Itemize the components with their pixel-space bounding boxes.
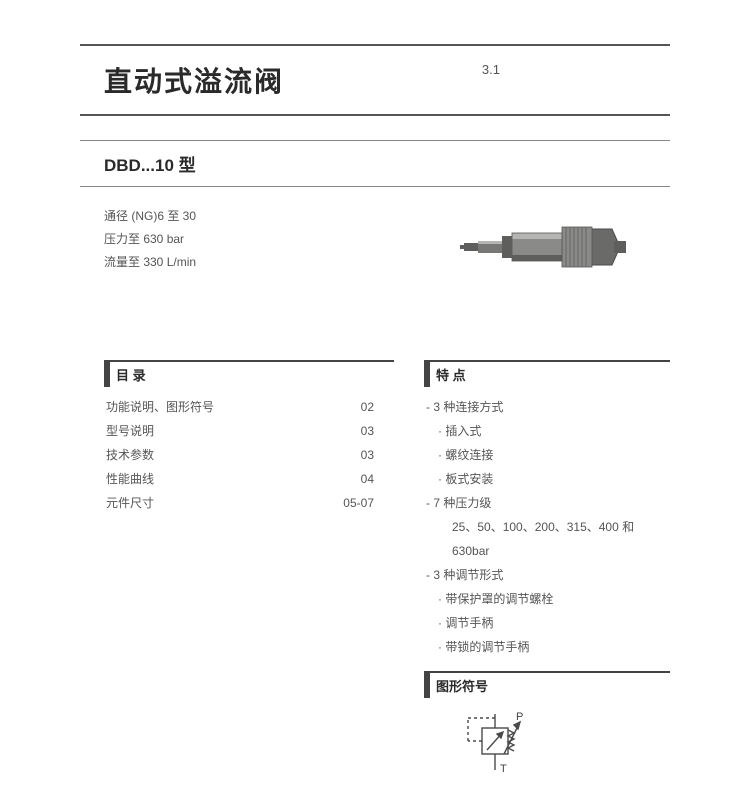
- feature-line: 25、50、100、200、315、400 和 630bar: [424, 515, 670, 563]
- features-header: 特 点: [424, 360, 670, 387]
- features-column: 特 点 - 3 种连接方式 · 插入式 · 螺纹连接 · 板式安装 - 7 种压…: [424, 360, 670, 791]
- specs-list: 通径 (NG)6 至 30 压力至 630 bar 流量至 330 L/min: [104, 205, 454, 273]
- toc-header: 目 录: [104, 360, 394, 387]
- symbol-header: 图形符号: [424, 671, 670, 698]
- product-image: [454, 205, 629, 290]
- toc-row: 技术参数 03: [104, 443, 394, 467]
- spec-line: 通径 (NG)6 至 30: [104, 205, 454, 228]
- symbol-label-t: T: [500, 763, 507, 775]
- feature-line: · 带保护罩的调节螺栓: [424, 587, 670, 611]
- page-number: 3.1: [482, 62, 500, 77]
- spec-line: 压力至 630 bar: [104, 228, 454, 251]
- model-bar: DBD...10 型: [80, 140, 670, 187]
- feature-line: - 3 种调节形式: [424, 563, 670, 587]
- feature-line: · 螺纹连接: [424, 443, 670, 467]
- hydraulic-symbol: P T: [454, 706, 670, 791]
- feature-line: · 插入式: [424, 419, 670, 443]
- feature-line: · 板式安装: [424, 467, 670, 491]
- toc-label: 性能曲线: [106, 467, 154, 491]
- toc-row: 性能曲线 04: [104, 467, 394, 491]
- lower-columns: 目 录 功能说明、图形符号 02 型号说明 03 技术参数 03 性能曲线 04…: [104, 360, 670, 791]
- specs-row: 通径 (NG)6 至 30 压力至 630 bar 流量至 330 L/min: [104, 205, 750, 290]
- feature-line: - 3 种连接方式: [424, 395, 670, 419]
- toc-label: 型号说明: [106, 419, 154, 443]
- toc-page: 03: [361, 443, 374, 467]
- feature-line: - 7 种压力级: [424, 491, 670, 515]
- toc-row: 功能说明、图形符号 02: [104, 395, 394, 419]
- toc-label: 技术参数: [106, 443, 154, 467]
- toc-row: 元件尺寸 05-07: [104, 491, 394, 515]
- toc-label: 功能说明、图形符号: [106, 395, 214, 419]
- model-code: DBD...10 型: [104, 151, 646, 176]
- toc-page: 03: [361, 419, 374, 443]
- title-bar: 直动式溢流阀: [80, 44, 670, 116]
- toc-page: 04: [361, 467, 374, 491]
- page-title: 直动式溢流阀: [104, 60, 646, 100]
- feature-line: · 调节手柄: [424, 611, 670, 635]
- spec-line: 流量至 330 L/min: [104, 251, 454, 274]
- toc-row: 型号说明 03: [104, 419, 394, 443]
- symbol-block: 图形符号: [424, 671, 670, 791]
- toc-column: 目 录 功能说明、图形符号 02 型号说明 03 技术参数 03 性能曲线 04…: [104, 360, 394, 791]
- feature-line: · 带锁的调节手柄: [424, 635, 670, 659]
- toc-page: 02: [361, 395, 374, 419]
- toc-page: 05-07: [343, 491, 374, 515]
- toc-label: 元件尺寸: [106, 491, 154, 515]
- symbol-label-p: P: [516, 711, 523, 723]
